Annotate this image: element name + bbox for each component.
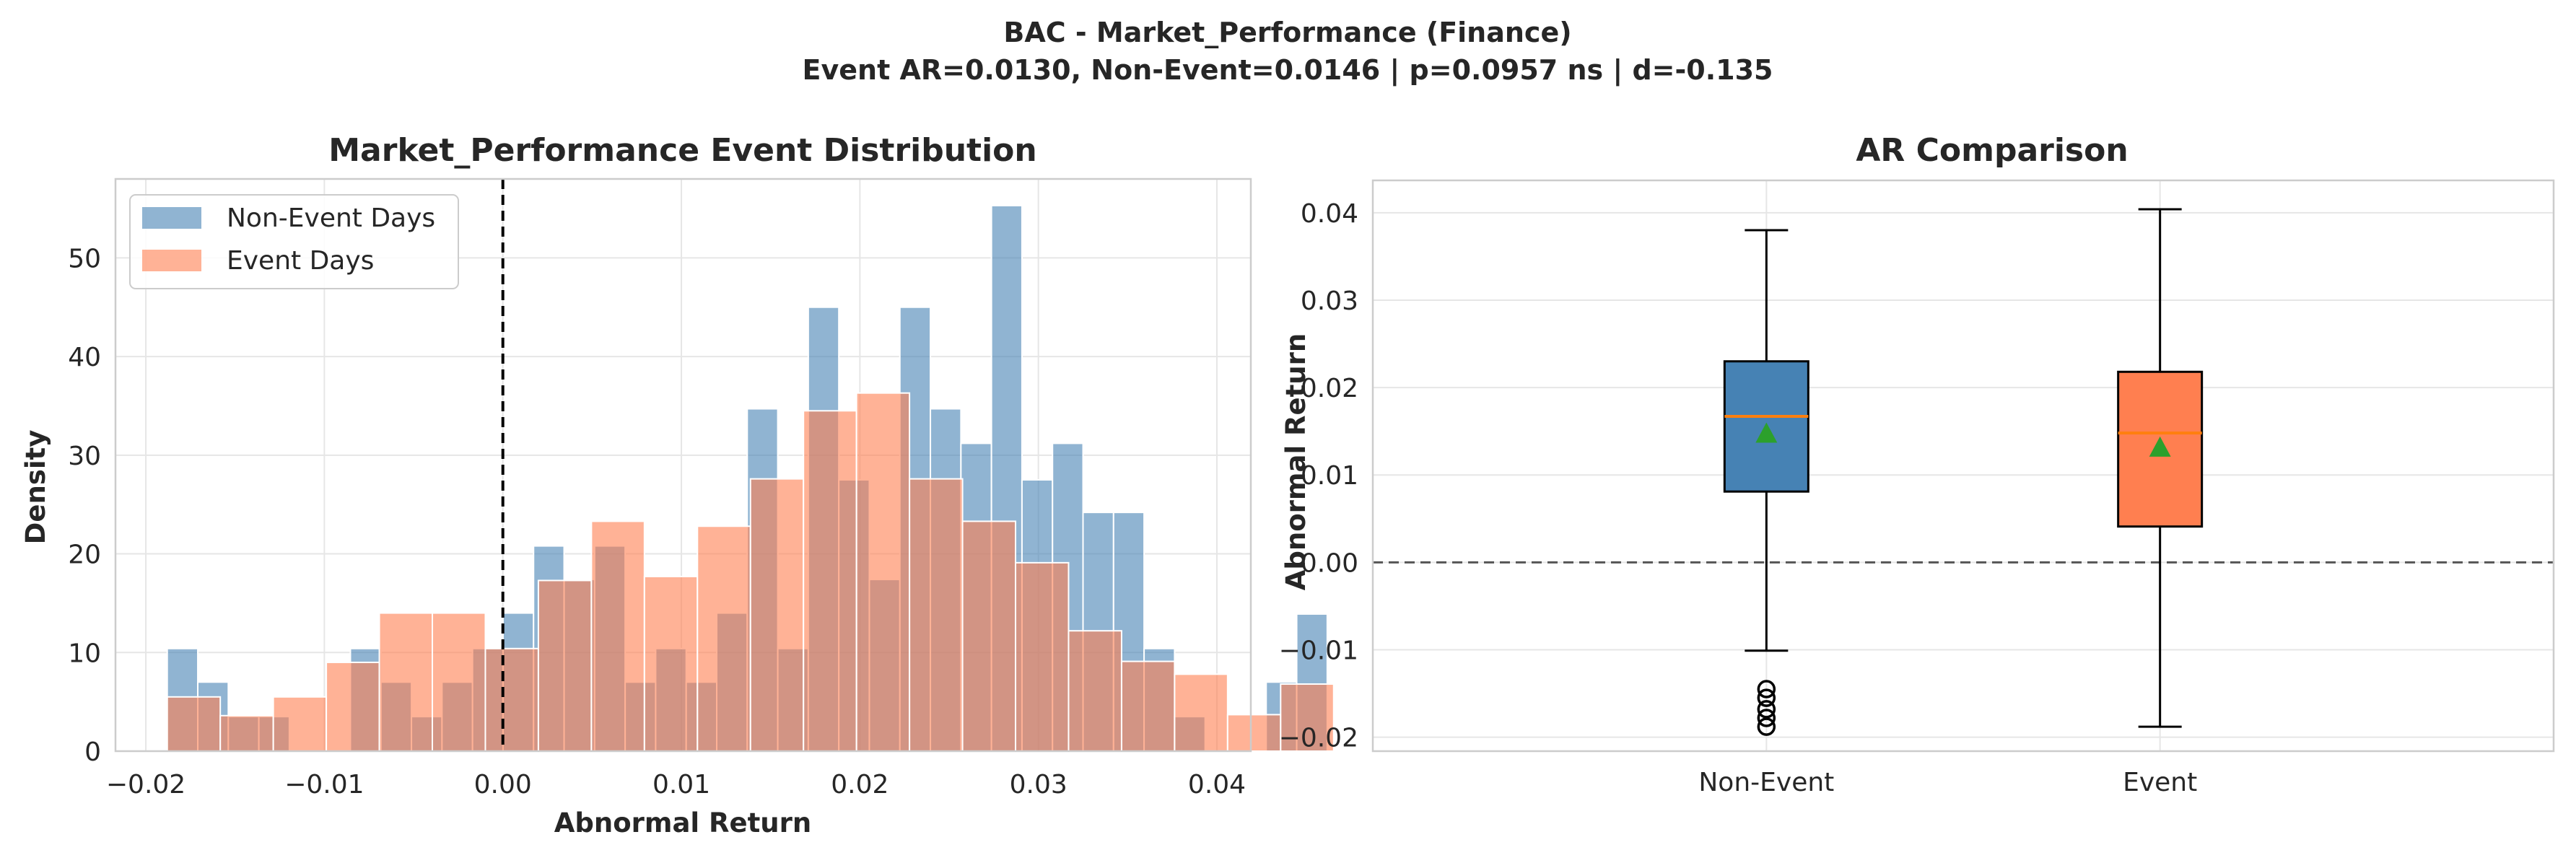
histogram-bar-event [909, 478, 964, 752]
histogram-bar-event [378, 612, 434, 752]
histogram-xtick-label: −0.01 [284, 770, 364, 800]
histogram-xtick-label: 0.01 [652, 770, 710, 800]
boxplot-xtick-label: Event [2123, 768, 2197, 797]
boxplot-grid [1373, 180, 2554, 751]
histogram-legend-box [129, 194, 459, 289]
boxplot-ytick-label: −0.02 [1279, 724, 1358, 753]
histogram-xtick-label: 0.02 [831, 770, 888, 800]
histogram-legend-swatch [142, 207, 201, 229]
histogram-bar-event [1226, 714, 1282, 752]
histogram-bar-event [166, 696, 222, 752]
histogram-bar-event [484, 647, 539, 752]
histogram-bar-event [326, 661, 380, 753]
histogram-legend-swatch [142, 250, 201, 271]
boxplot-ticks: −0.02 −0.01 0.00 0.01 0.02 0.03 0.04 Non-Event E… [1279, 199, 2198, 797]
histogram-panel: Market_Performance Event Distribution Ab… [20, 132, 1335, 838]
histogram-bar-event [1174, 673, 1228, 752]
figure-suptitle-line2: Event AR=0.0130, Non-Event=0.0146 | p=0.… [803, 54, 1773, 87]
histogram-ytick-label: 50 [68, 244, 101, 273]
boxplot-outlier [1757, 680, 1776, 698]
boxplot-ytick-label: 0.04 [1301, 199, 1358, 229]
histogram-legend: Non-Event Days Event Days [129, 194, 459, 289]
boxplot-ylabel: Abnormal Return [1280, 333, 1311, 590]
histogram-bar-event [272, 696, 328, 752]
boxplot-outlier [1757, 688, 1776, 707]
boxplot-ytick-label: −0.01 [1279, 636, 1358, 665]
histogram-bar-event [590, 520, 645, 752]
histogram-ytick-label: 0 [84, 737, 101, 767]
histogram-xlabel: Abnormal Return [554, 807, 811, 838]
boxplot-box [1723, 360, 1809, 493]
histogram-legend-label: Non-Event Days [227, 203, 435, 233]
histogram-ytick-label: 30 [68, 442, 101, 471]
boxplot-mean-marker [1755, 422, 1778, 443]
histogram-xtick-label: 0.04 [1188, 770, 1246, 800]
histogram-ylabel: Density [20, 430, 51, 545]
histogram-bar-event [961, 520, 1017, 752]
histogram-bar-event [1120, 660, 1176, 753]
histogram-ytick-label: 10 [68, 639, 101, 668]
histogram-bar-event [432, 612, 486, 752]
histogram-xtick-label: 0.00 [474, 770, 532, 800]
histogram-ytick-label: 40 [68, 343, 101, 372]
histogram-bars [166, 204, 1335, 753]
histogram-legend-label: Event Days [227, 246, 374, 276]
boxplot-xtick-label: Non-Event [1698, 768, 1834, 797]
histogram-bar-event [749, 478, 805, 752]
histogram-ticks: −0.02 −0.01 0.00 0.01 0.02 0.03 0.04 0 10 20 30 40 5… [68, 244, 1246, 800]
boxplot-ytick-label: 0.00 [1301, 548, 1358, 578]
histogram-bar-event [219, 714, 274, 752]
histogram-bar-event [1015, 561, 1070, 752]
histogram-bar-event [1067, 630, 1122, 752]
histogram-bar-event [1280, 683, 1335, 752]
histogram-bar-event [855, 392, 911, 753]
boxplot-outlier [1757, 700, 1776, 719]
boxplot-ytick-label: 0.03 [1301, 286, 1358, 316]
boxplot-mean-marker [2149, 436, 2171, 457]
histogram-ytick-label: 20 [68, 540, 101, 570]
histogram-frame [114, 178, 1252, 753]
boxplot-title: AR Comparison [1856, 132, 2128, 169]
boxplot-frame [1371, 179, 2555, 753]
boxplot-ytick-label: 0.01 [1301, 461, 1358, 491]
histogram-title: Market_Performance Event Distribution [328, 132, 1036, 169]
boxplot-ytick-label: 0.02 [1301, 374, 1358, 403]
histogram-bar-event [537, 579, 593, 752]
histogram-xtick-label: −0.02 [106, 770, 185, 800]
boxplot-outlier [1757, 717, 1776, 736]
histogram-bar-event [803, 410, 857, 752]
boxplot-outlier [1757, 709, 1776, 727]
histogram-bar-event [643, 575, 699, 753]
histogram-xtick-label: 0.03 [1010, 770, 1067, 800]
histogram-bar-event [697, 525, 751, 753]
boxplot-panel: AR Comparison Abnormal Return −0.02 −0.01… [1279, 132, 2555, 797]
boxplot-boxes [1723, 208, 2204, 736]
figure-suptitle-line1: BAC - Market_Performance (Finance) [1003, 17, 1571, 48]
